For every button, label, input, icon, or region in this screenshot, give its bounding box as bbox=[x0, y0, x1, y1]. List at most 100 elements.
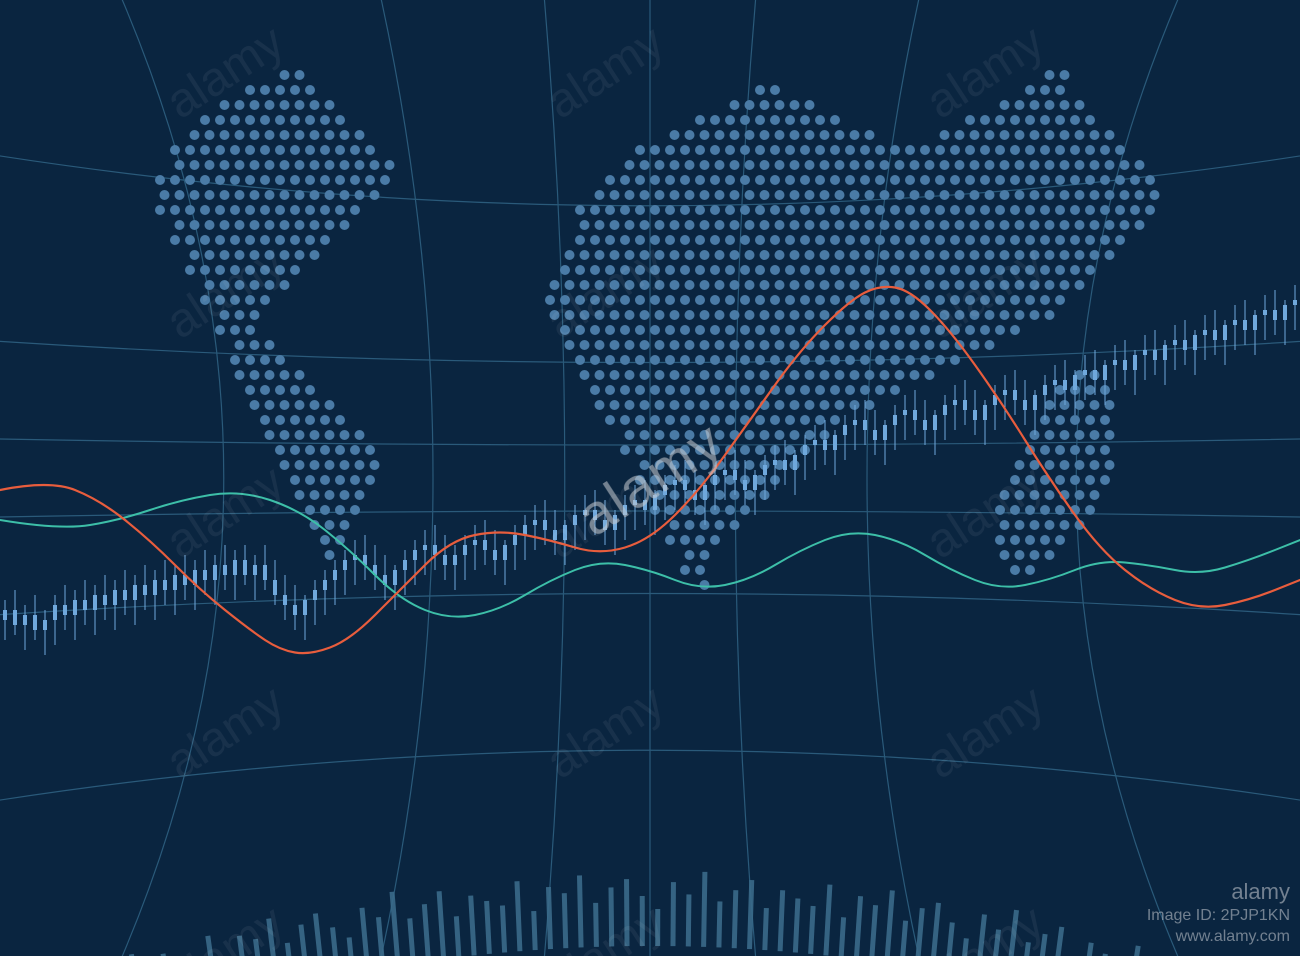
map-dot bbox=[605, 175, 615, 185]
map-dot bbox=[860, 265, 870, 275]
map-dot bbox=[755, 295, 765, 305]
map-dot bbox=[620, 205, 630, 215]
map-dot bbox=[1025, 535, 1035, 545]
map-dot bbox=[755, 325, 765, 335]
map-dot bbox=[1055, 145, 1065, 155]
map-dot bbox=[715, 220, 725, 230]
map-dot bbox=[790, 130, 800, 140]
map-dot bbox=[710, 535, 720, 545]
candle-body bbox=[1013, 390, 1017, 400]
map-dot bbox=[580, 250, 590, 260]
map-dot bbox=[580, 370, 590, 380]
map-dot bbox=[790, 340, 800, 350]
candle-body bbox=[783, 460, 787, 470]
map-dot bbox=[640, 310, 650, 320]
map-dot bbox=[655, 370, 665, 380]
map-dot bbox=[785, 115, 795, 125]
map-dot bbox=[1085, 175, 1095, 185]
map-dot bbox=[620, 415, 630, 425]
map-dot bbox=[305, 205, 315, 215]
map-dot bbox=[725, 505, 735, 515]
map-dot bbox=[805, 280, 815, 290]
map-dot bbox=[950, 355, 960, 365]
map-dot bbox=[695, 505, 705, 515]
map-dot bbox=[325, 490, 335, 500]
map-dot bbox=[625, 190, 635, 200]
map-dot bbox=[1060, 520, 1070, 530]
map-dot bbox=[310, 400, 320, 410]
map-dot bbox=[895, 190, 905, 200]
map-dot bbox=[940, 250, 950, 260]
map-dot bbox=[335, 115, 345, 125]
candle-body bbox=[883, 425, 887, 440]
map-dot bbox=[710, 445, 720, 455]
map-dot bbox=[260, 385, 270, 395]
candle-body bbox=[833, 435, 837, 450]
map-dot bbox=[1070, 235, 1080, 245]
map-dot bbox=[940, 220, 950, 230]
map-dot bbox=[685, 310, 695, 320]
map-dot bbox=[925, 250, 935, 260]
map-dot bbox=[725, 175, 735, 185]
map-dot bbox=[685, 220, 695, 230]
map-dot bbox=[650, 175, 660, 185]
map-dot bbox=[880, 310, 890, 320]
map-dot bbox=[695, 235, 705, 245]
candle-body bbox=[753, 475, 757, 490]
map-dot bbox=[1150, 190, 1160, 200]
candle-body bbox=[1093, 370, 1097, 380]
map-dot bbox=[695, 145, 705, 155]
map-dot bbox=[230, 115, 240, 125]
map-dot bbox=[250, 100, 260, 110]
map-dot bbox=[845, 205, 855, 215]
map-dot bbox=[875, 145, 885, 155]
candle-body bbox=[1063, 380, 1067, 390]
map-dot bbox=[1045, 130, 1055, 140]
candle-body bbox=[453, 555, 457, 565]
map-dot bbox=[920, 355, 930, 365]
map-dot bbox=[845, 355, 855, 365]
map-dot bbox=[740, 265, 750, 275]
map-dot bbox=[665, 535, 675, 545]
map-dot bbox=[925, 190, 935, 200]
map-dot bbox=[980, 145, 990, 155]
map-dot bbox=[875, 235, 885, 245]
map-dot bbox=[940, 190, 950, 200]
map-dot bbox=[970, 160, 980, 170]
map-dot bbox=[805, 250, 815, 260]
map-dot bbox=[335, 445, 345, 455]
map-dot bbox=[1070, 475, 1080, 485]
map-dot bbox=[680, 235, 690, 245]
map-dot bbox=[605, 385, 615, 395]
map-dot bbox=[595, 340, 605, 350]
map-dot bbox=[890, 295, 900, 305]
map-dot bbox=[1060, 160, 1070, 170]
map-dot bbox=[1100, 235, 1110, 245]
map-dot bbox=[355, 460, 365, 470]
map-dot bbox=[850, 370, 860, 380]
map-dot bbox=[340, 490, 350, 500]
map-dot bbox=[635, 145, 645, 155]
map-dot bbox=[640, 430, 650, 440]
map-dot bbox=[715, 430, 725, 440]
map-dot bbox=[1115, 175, 1125, 185]
candle-body bbox=[873, 430, 877, 440]
map-dot bbox=[710, 295, 720, 305]
map-dot bbox=[175, 160, 185, 170]
map-dot bbox=[740, 445, 750, 455]
map-dot bbox=[935, 235, 945, 245]
map-dot bbox=[710, 385, 720, 395]
map-dot bbox=[985, 340, 995, 350]
map-dot bbox=[200, 145, 210, 155]
map-dot bbox=[305, 145, 315, 155]
map-dot bbox=[760, 280, 770, 290]
map-dot bbox=[155, 175, 165, 185]
map-dot bbox=[1105, 160, 1115, 170]
map-dot bbox=[595, 220, 605, 230]
map-dot bbox=[985, 160, 995, 170]
map-dot bbox=[790, 160, 800, 170]
map-dot bbox=[955, 160, 965, 170]
map-dot bbox=[695, 415, 705, 425]
map-dot bbox=[1010, 115, 1020, 125]
map-dot bbox=[665, 205, 675, 215]
